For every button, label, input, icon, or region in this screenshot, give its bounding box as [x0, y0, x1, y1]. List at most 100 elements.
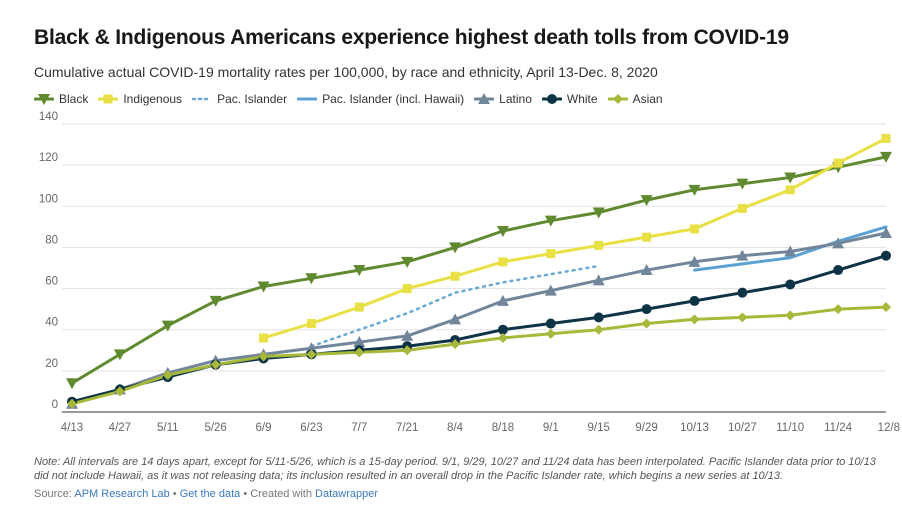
data-point-indigenous — [737, 203, 747, 213]
line-chart: 0 20 40 60 80 100 120 140 4/13 4/27 5/11 5/26 6/9 6/2… — [39, 111, 900, 434]
legend-swatch-icon — [98, 94, 119, 104]
data-point-asian — [737, 312, 748, 323]
x-tick-label: 9/1 — [543, 422, 559, 434]
data-point-black — [305, 273, 318, 285]
data-point-black — [209, 295, 222, 307]
data-point-asian — [210, 359, 221, 370]
data-point-black — [544, 215, 557, 227]
x-tick-label: 9/15 — [588, 422, 610, 434]
chart-legend: Black Indigenous Pac. Islander Pac. Islande… — [34, 92, 673, 106]
data-point-asian — [545, 328, 556, 339]
data-point-black — [736, 178, 749, 190]
legend-item-indigenous: Indigenous — [98, 92, 182, 106]
data-point-latino — [592, 274, 605, 286]
source-prefix: Source: — [34, 488, 75, 500]
data-point-asian — [881, 302, 891, 313]
legend-label: Indigenous — [123, 92, 183, 106]
legend-marker-icon — [478, 93, 491, 104]
data-point-black — [113, 349, 126, 361]
data-point-asian — [833, 304, 844, 315]
data-point-asian — [593, 324, 604, 335]
legend-marker-icon — [612, 94, 623, 104]
data-point-asian — [354, 347, 365, 358]
x-tick-label: 5/26 — [204, 422, 226, 434]
data-point-asian — [306, 349, 317, 360]
x-tick-label: 12/8 — [878, 422, 900, 434]
data-point-latino — [449, 313, 462, 325]
x-tick-label: 8/4 — [447, 422, 464, 434]
data-point-black — [449, 242, 462, 254]
series-line-pac-islander-incl-hawaii — [693, 225, 888, 272]
source-separator: • — [169, 488, 180, 500]
data-point-white — [833, 265, 844, 276]
legend-swatch-icon — [297, 97, 318, 101]
data-point-black — [784, 172, 797, 184]
legend-swatch-icon — [607, 94, 628, 104]
data-point-asian — [402, 345, 413, 356]
series-line-pac-islander — [310, 264, 600, 348]
data-point-asian — [162, 369, 173, 380]
series-line-latino — [70, 231, 888, 406]
data-point-asian — [689, 314, 700, 325]
data-point-asian — [114, 386, 125, 397]
data-point-latino — [832, 237, 845, 249]
data-point-latino — [544, 284, 557, 296]
data-point-latino — [736, 249, 749, 261]
legend-item-pac-islander-incl-hawaii: Pac. Islander (incl. Hawaii) — [297, 92, 464, 106]
y-tick-label: 100 — [39, 193, 58, 205]
data-point-latino — [880, 227, 892, 239]
series-line-black — [70, 155, 888, 385]
data-point-white — [545, 318, 556, 329]
data-point-indigenous — [498, 257, 508, 267]
series-line-asian — [70, 305, 888, 406]
x-tick-label: 10/13 — [680, 422, 709, 434]
data-point-black — [401, 256, 414, 268]
data-point-indigenous — [402, 284, 412, 294]
data-point-white — [689, 295, 700, 306]
series-line-white — [70, 254, 888, 404]
series-line-indigenous — [262, 136, 888, 340]
y-tick-label: 120 — [39, 152, 58, 164]
legend-label: Pac. Islander — [217, 92, 288, 106]
x-tick-label: 8/18 — [492, 422, 514, 434]
x-tick-label: 11/10 — [776, 422, 804, 434]
data-point-black — [257, 281, 270, 293]
data-point-indigenous — [642, 232, 652, 242]
data-point-latino — [784, 245, 797, 257]
legend-marker-icon — [546, 94, 557, 104]
data-point-latino — [688, 255, 701, 267]
data-point-indigenous — [259, 333, 269, 343]
data-point-asian — [785, 310, 796, 321]
data-point-latino — [640, 264, 653, 276]
data-point-asian — [67, 398, 77, 409]
data-point-indigenous — [785, 185, 795, 195]
data-point-asian — [258, 351, 269, 362]
x-tick-label: 4/13 — [61, 422, 83, 434]
data-point-black — [880, 151, 892, 163]
x-tick-label: 6/23 — [300, 422, 322, 434]
x-tick-label: 7/21 — [396, 422, 418, 434]
data-point-white — [785, 279, 796, 290]
y-tick-label: 140 — [39, 111, 58, 123]
y-tick-label: 0 — [52, 399, 58, 411]
data-point-indigenous — [354, 302, 364, 312]
chart-title: Black & Indigenous Americans experience … — [34, 26, 789, 49]
datawrapper-link[interactable]: Datawrapper — [315, 488, 379, 500]
legend-item-asian: Asian — [607, 92, 663, 106]
y-tick-label: 20 — [45, 358, 58, 370]
get-data-link[interactable]: Get the data — [179, 488, 241, 500]
x-tick-label: 7/7 — [351, 422, 367, 434]
legend-item-white: White — [541, 92, 598, 106]
data-point-indigenous — [689, 224, 699, 234]
legend-item-latino: Latino — [474, 92, 532, 106]
data-point-white — [593, 312, 604, 323]
data-point-white — [641, 304, 652, 315]
source-link[interactable]: APM Research Lab — [74, 488, 170, 500]
legend-swatch-icon — [541, 94, 562, 104]
data-point-black — [688, 184, 701, 196]
legend-marker-icon — [103, 94, 113, 104]
legend-label: Asian — [632, 92, 663, 106]
data-point-white — [497, 324, 508, 335]
y-tick-label: 60 — [45, 276, 58, 288]
x-tick-label: 5/11 — [157, 422, 179, 434]
